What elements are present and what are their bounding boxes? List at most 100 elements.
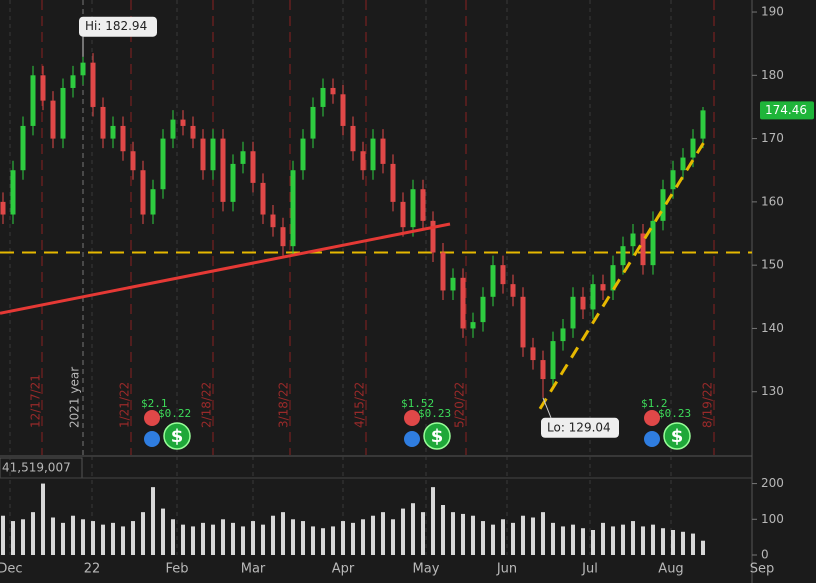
volume-bar — [51, 517, 55, 555]
candle-body — [340, 94, 346, 126]
candle-body — [480, 296, 486, 323]
event-date: 12/17/21 — [29, 374, 43, 428]
candle-body — [180, 119, 186, 126]
x-tick-label: Mar — [241, 562, 266, 577]
volume-bar — [341, 521, 345, 555]
volume-bar — [651, 524, 655, 555]
volume-bar — [141, 512, 145, 555]
candle-body — [230, 163, 236, 202]
volume-bar — [411, 503, 415, 555]
candle-body — [490, 265, 496, 297]
candle-body — [670, 170, 676, 190]
volume-bar — [61, 522, 65, 555]
candle-body — [90, 62, 96, 107]
dividend-label: $0.22 — [158, 407, 191, 420]
volume-bar — [541, 512, 545, 555]
candle-body — [240, 151, 246, 164]
volume-bar — [351, 522, 355, 555]
candle-body — [400, 201, 406, 228]
event-date: 2/18/22 — [200, 382, 214, 428]
volume-bar — [671, 530, 675, 555]
candle-body — [320, 87, 326, 107]
volume-bar — [231, 522, 235, 555]
volume-bar — [331, 526, 335, 555]
last-price-label: 174.46 — [765, 103, 807, 117]
volume-bar — [531, 517, 535, 555]
candle-body — [310, 106, 316, 139]
x-tick-label: Dec — [0, 562, 23, 577]
x-tick-label: Feb — [165, 562, 188, 577]
candle-body — [500, 265, 506, 285]
volume-bar — [461, 513, 465, 555]
volume-bar — [421, 512, 425, 555]
volume-bar — [0, 515, 5, 555]
volume-bar — [41, 483, 45, 555]
volume-bar — [361, 519, 365, 555]
earnings-label: $1.52 — [401, 397, 434, 410]
candle-body — [470, 322, 476, 329]
dividend-label: $0.23 — [658, 407, 691, 420]
last-price-box — [760, 101, 814, 120]
earnings-label: $2.1 — [141, 397, 168, 410]
candle-body — [540, 360, 546, 380]
volume-bar — [661, 528, 665, 555]
volume-bar — [401, 508, 405, 555]
volume-bar — [261, 524, 265, 555]
y-tick-label: 170 — [761, 131, 784, 145]
candle-body — [290, 170, 296, 247]
bulb-icon — [404, 431, 420, 447]
volume-bar — [601, 522, 605, 555]
y-tick-label: 160 — [761, 194, 784, 208]
candle-body — [570, 296, 576, 329]
volume-bar — [581, 528, 585, 555]
candle-body — [440, 252, 446, 291]
volume-bar — [291, 519, 295, 555]
y-tick-label: 140 — [761, 321, 784, 335]
volume-bar — [681, 531, 685, 555]
candle-body — [410, 189, 416, 228]
candle-body — [610, 265, 616, 291]
candle-body — [0, 201, 6, 215]
candle-body — [640, 233, 646, 266]
bulb-icon — [144, 431, 160, 447]
candle-body — [380, 138, 386, 164]
volume-bar — [161, 508, 165, 555]
dividend-icon — [163, 422, 191, 450]
x-tick-label: Jun — [496, 562, 517, 577]
volume-bar — [191, 526, 195, 555]
candle-body — [100, 106, 106, 139]
candle-body — [590, 284, 596, 310]
volume-bar — [301, 521, 305, 555]
volume-bar — [201, 522, 205, 555]
volume-bar — [551, 522, 555, 555]
dividend-label: $0.23 — [418, 407, 451, 420]
volume-bar — [111, 522, 115, 555]
candle-body — [200, 138, 206, 171]
y-tick-label: 180 — [761, 68, 784, 82]
earnings-icon — [404, 410, 420, 426]
dividend-symbol: $ — [171, 426, 184, 447]
volume-bar — [181, 524, 185, 555]
y-tick-label: 150 — [761, 258, 784, 272]
candle-body — [650, 220, 656, 266]
x-tick-label: May — [413, 562, 440, 577]
volume-bar — [311, 526, 315, 555]
annotation-box — [541, 417, 619, 438]
volume-bar — [481, 521, 485, 555]
volume-label: 41,519,007 — [2, 461, 71, 475]
candle-body — [550, 341, 556, 380]
trendline — [538, 139, 707, 410]
earnings-icon — [644, 410, 660, 426]
volume-bar — [11, 521, 15, 555]
candle-body — [160, 138, 166, 190]
volume-bar — [431, 487, 435, 555]
candle-body — [520, 296, 526, 348]
volume-bar — [691, 533, 695, 555]
y-tick-label: 130 — [761, 384, 784, 398]
volume-bar — [391, 519, 395, 555]
candle-body — [130, 151, 136, 171]
candle-body — [140, 170, 146, 215]
volume-tick-label: 100 — [761, 512, 784, 526]
y-tick-label: 190 — [761, 5, 784, 19]
annotation-label: Lo: 129.04 — [547, 420, 611, 434]
